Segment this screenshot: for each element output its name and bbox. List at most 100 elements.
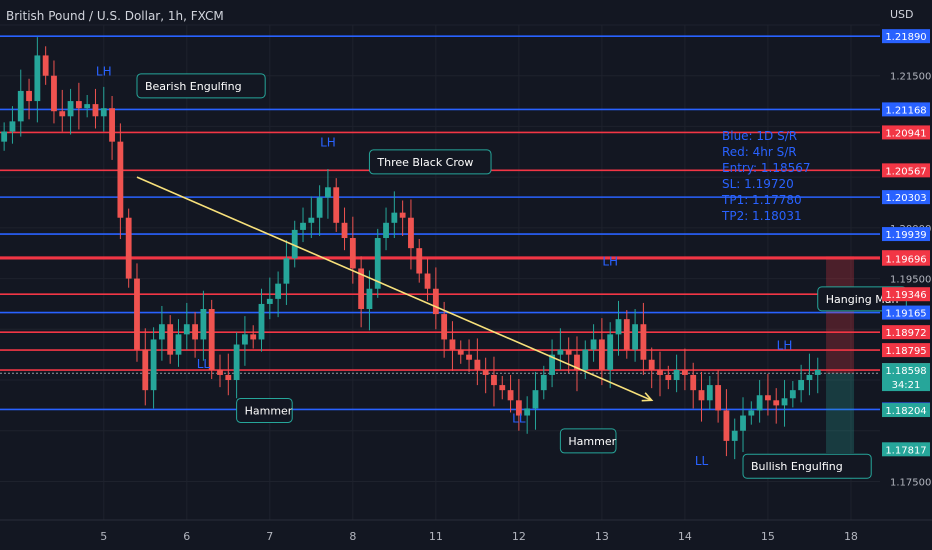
take-profit-zone bbox=[826, 373, 855, 454]
candle-body bbox=[607, 334, 614, 370]
x-tick-label: 5 bbox=[100, 530, 107, 543]
swing-label: LL bbox=[197, 357, 211, 371]
legend-line: Entry: 1.18567 bbox=[722, 161, 811, 175]
pattern-callout-text: Hanging Man bbox=[826, 293, 899, 306]
pattern-callout-box bbox=[236, 397, 293, 423]
candle-body bbox=[574, 354, 580, 370]
currency-label: USD bbox=[890, 8, 914, 21]
candle-body bbox=[142, 349, 149, 391]
price-tag bbox=[882, 251, 930, 266]
candle-body bbox=[250, 334, 257, 340]
price-tag bbox=[882, 403, 930, 418]
price-tag bbox=[882, 29, 930, 44]
price-tag bbox=[882, 325, 930, 340]
pattern-callout-text: Three Black Crow bbox=[376, 156, 473, 169]
time-axis[interactable]: 5 6 7 8 11 12 13 14 15 18 bbox=[100, 530, 858, 543]
price-tag-label: 1.18204 bbox=[885, 406, 926, 417]
swing-label: LH bbox=[602, 254, 618, 268]
axis-panel bbox=[880, 0, 932, 550]
candle-body bbox=[67, 101, 74, 117]
candle-body bbox=[100, 108, 107, 117]
candle-body bbox=[765, 395, 771, 401]
candle-body bbox=[540, 374, 547, 391]
candle-body bbox=[366, 288, 373, 310]
x-tick-label: 7 bbox=[266, 530, 273, 543]
legend-line: SL: 1.19720 bbox=[722, 177, 794, 191]
candle-body bbox=[125, 217, 132, 279]
candle-body bbox=[391, 212, 398, 223]
legend-line: Blue: 1D S/R bbox=[722, 129, 797, 143]
price-tag bbox=[882, 442, 930, 457]
y-tick-label: 1.21500 bbox=[890, 72, 931, 83]
current-price-tag bbox=[882, 363, 930, 392]
pattern-callout-text: Bearish Engulfing bbox=[145, 80, 242, 93]
candle-body bbox=[665, 374, 672, 381]
candle-body bbox=[42, 55, 49, 76]
candle-body bbox=[449, 339, 456, 350]
candle-body bbox=[806, 374, 813, 381]
x-tick-label: 8 bbox=[349, 530, 356, 543]
candle-body bbox=[158, 324, 165, 340]
price-tag-label: 1.19346 bbox=[885, 290, 926, 301]
candle-body bbox=[723, 410, 730, 441]
candle-body bbox=[673, 369, 680, 381]
stop-loss-zone bbox=[826, 256, 855, 374]
price-tag-label: 1.20567 bbox=[885, 166, 926, 177]
candle-body bbox=[441, 314, 448, 340]
candle-body bbox=[424, 273, 431, 289]
candle-body bbox=[333, 187, 340, 223]
candle-body bbox=[341, 222, 348, 239]
candle-body bbox=[507, 390, 514, 401]
candle-body bbox=[798, 380, 805, 391]
candle-body bbox=[491, 374, 497, 386]
candle-body bbox=[657, 369, 663, 375]
candle-body bbox=[208, 309, 215, 370]
candle-body bbox=[275, 283, 282, 299]
candle-body bbox=[690, 374, 697, 391]
candle-body bbox=[715, 385, 722, 411]
candle-body bbox=[698, 390, 705, 401]
price-tag-label: 1.18795 bbox=[885, 346, 926, 357]
x-tick-label: 6 bbox=[183, 530, 190, 543]
candle-body bbox=[283, 258, 290, 284]
pattern-callout-text: Hammer bbox=[568, 435, 616, 448]
candle-body bbox=[731, 430, 738, 441]
candle-body bbox=[773, 400, 780, 406]
annotations: Bearish Engulfing Three Black Crow Hammer H… bbox=[96, 65, 907, 479]
candle-body bbox=[524, 408, 531, 416]
price-tag bbox=[882, 343, 930, 358]
candle-body bbox=[59, 111, 66, 117]
price-tag bbox=[882, 190, 930, 205]
candle-body bbox=[84, 104, 91, 109]
swing-label: LL bbox=[695, 454, 709, 468]
legend-box: Blue: 1D S/R Red: 4hr S/R Entry: 1.18567 SL… bbox=[721, 129, 811, 223]
candle-body bbox=[399, 212, 406, 218]
candle-body bbox=[557, 349, 564, 355]
candle-body bbox=[291, 229, 298, 259]
candle-body bbox=[26, 90, 32, 102]
candle-body bbox=[632, 324, 638, 350]
candle-body bbox=[225, 374, 232, 381]
candle-body bbox=[648, 359, 655, 370]
candle-body bbox=[582, 349, 589, 370]
candle-body bbox=[640, 324, 647, 360]
candle-body bbox=[781, 398, 788, 406]
candle-body bbox=[266, 298, 273, 304]
pattern-callout-box bbox=[368, 149, 492, 175]
candle-body bbox=[217, 369, 223, 375]
candle-body bbox=[300, 222, 306, 230]
x-tick-label: 13 bbox=[595, 530, 609, 543]
candle-body bbox=[590, 339, 597, 350]
candle-body bbox=[1, 131, 8, 142]
candle-body bbox=[75, 101, 82, 109]
candle-body bbox=[374, 238, 381, 289]
candle-body bbox=[615, 319, 622, 335]
price-axis[interactable]: 1.215001.200001.195001.175001.218901.211… bbox=[882, 29, 931, 488]
candle-body bbox=[242, 334, 248, 345]
candle-body bbox=[233, 344, 240, 381]
candle-body bbox=[814, 369, 821, 375]
candle-body bbox=[17, 90, 24, 122]
candle-body bbox=[175, 334, 182, 355]
